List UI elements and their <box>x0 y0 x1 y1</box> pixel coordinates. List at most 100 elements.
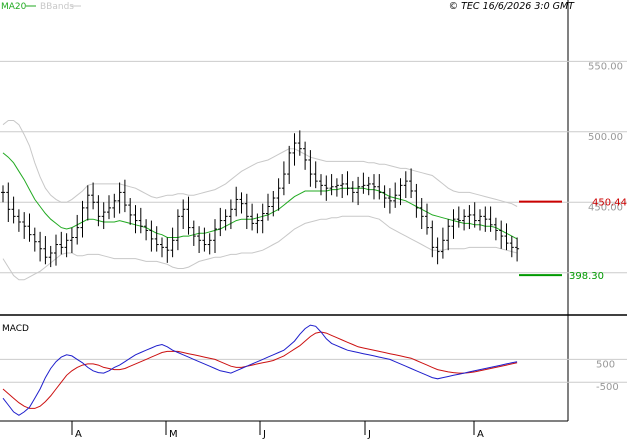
bbands-upper-line <box>2 120 518 207</box>
price-bar <box>112 193 117 218</box>
price-bar <box>85 185 90 221</box>
price-bar <box>345 171 350 196</box>
price-bar <box>255 213 260 234</box>
macd-title: MACD <box>2 324 29 334</box>
price-bar <box>149 220 154 252</box>
price-bar <box>101 202 106 230</box>
price-bar <box>297 130 302 156</box>
price-bar <box>64 233 69 258</box>
price-bar <box>377 174 382 200</box>
price-bar <box>425 203 429 235</box>
price-bar <box>446 219 451 251</box>
price-tick-label: 550.00 <box>588 61 623 72</box>
price-bar <box>393 182 398 208</box>
price-bar <box>372 174 376 200</box>
price-bar <box>181 199 186 230</box>
macd-tick-label: 500 <box>596 359 615 370</box>
price-bar <box>266 193 270 221</box>
price-bar <box>483 206 488 232</box>
price-bar <box>54 234 58 266</box>
price-bar <box>234 186 239 217</box>
price-bar <box>144 219 149 241</box>
price-bar <box>366 176 371 196</box>
price-bar <box>165 237 170 263</box>
price-bar <box>22 212 27 239</box>
legend-ma20-label: MA20 <box>1 2 27 12</box>
price-bar <box>419 198 424 230</box>
price-bar <box>472 202 477 228</box>
price-bar <box>186 196 191 235</box>
time-tick-label: A <box>477 429 484 440</box>
price-bar <box>276 178 281 211</box>
price-bar <box>350 181 355 203</box>
price-bar <box>228 199 233 230</box>
price-bar <box>478 209 482 231</box>
price-bar <box>334 178 339 197</box>
price-bar <box>107 195 111 220</box>
support-level-label: 398.30 <box>569 271 604 282</box>
price-bar <box>462 209 467 231</box>
price-bar <box>324 175 329 201</box>
price-tick-label: 450.00 <box>588 202 623 213</box>
price-bar <box>414 183 419 218</box>
price-bar <box>281 161 286 196</box>
price-bar <box>329 174 334 196</box>
price-bar <box>504 223 509 251</box>
price-bar <box>154 226 159 252</box>
price-bar <box>356 176 361 206</box>
price-bar <box>117 182 122 214</box>
price-bar <box>207 233 212 255</box>
price-bar <box>138 207 143 234</box>
copyright-text: © TEC 16/6/2026 3:0 GMT <box>449 1 576 12</box>
price-bar <box>244 193 249 230</box>
price-tick-label: 500.00 <box>588 132 623 143</box>
price-bar <box>32 227 37 252</box>
price-bar <box>11 196 16 224</box>
price-bar <box>128 198 133 225</box>
price-bar <box>48 245 53 268</box>
price-bar <box>1 185 5 203</box>
price-bar <box>515 237 520 262</box>
time-tick-label: J <box>367 429 371 440</box>
price-bar <box>409 168 414 199</box>
price-bar <box>43 236 48 265</box>
price-bar <box>509 236 514 258</box>
price-bar <box>91 182 96 210</box>
price-bar <box>387 188 392 214</box>
price-bar <box>403 171 408 199</box>
price-bar <box>499 220 504 249</box>
price-bar <box>69 227 74 253</box>
price-bar <box>133 205 138 234</box>
price-bar <box>292 133 297 166</box>
ma20-line <box>2 152 518 240</box>
resistance-level-label: 450.44 <box>592 198 627 209</box>
price-bar <box>191 220 196 246</box>
price-bar <box>260 203 265 234</box>
price-bar <box>319 174 323 196</box>
price-bar <box>435 237 440 265</box>
time-tick-label: J <box>262 429 266 440</box>
price-bar <box>80 200 85 238</box>
price-bar <box>16 209 21 232</box>
macd-tick-label: -500 <box>596 382 619 393</box>
price-bar <box>250 203 255 231</box>
price-bar <box>27 213 32 242</box>
price-bar <box>440 227 445 259</box>
price-bar <box>223 209 228 231</box>
price-bar <box>313 161 318 189</box>
time-tick-label: M <box>169 429 178 440</box>
price-bar <box>340 174 345 199</box>
price-bar <box>175 209 180 251</box>
price-bar <box>218 207 223 237</box>
price-bar <box>398 178 403 206</box>
price-bar <box>451 209 456 239</box>
price-bar <box>160 237 164 258</box>
price-bar <box>202 227 207 252</box>
price-bar <box>96 195 101 227</box>
legend-bbands-label: BBands <box>40 2 74 12</box>
price-bar <box>430 220 435 258</box>
bbands-lower-line <box>2 215 518 281</box>
price-bar <box>382 185 387 208</box>
